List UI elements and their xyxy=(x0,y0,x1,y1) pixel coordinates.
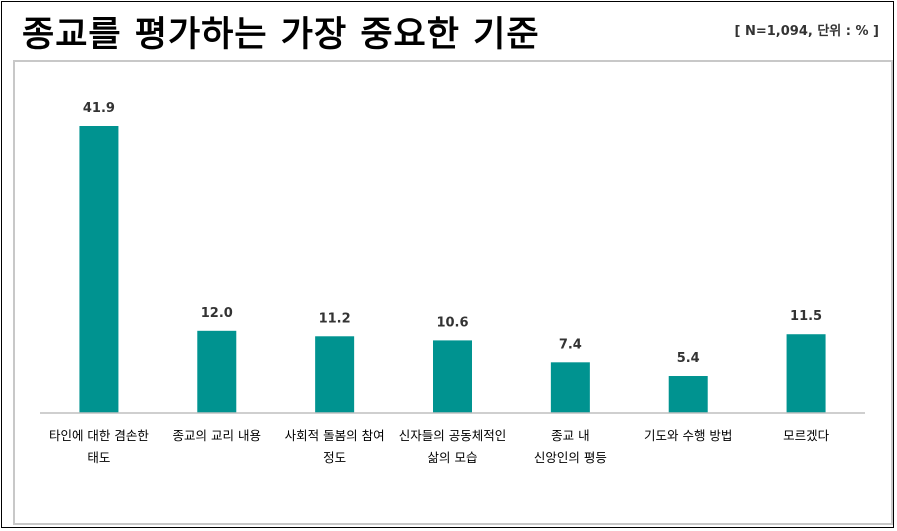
category-label-5-line-2: 신앙인의 평등 xyxy=(534,450,607,465)
category-label-2: 종교의 교리 내용 xyxy=(173,428,261,443)
bar-5 xyxy=(550,362,590,413)
category-label-1-line-2: 태도 xyxy=(87,450,110,465)
data-label-1: 41.9 xyxy=(83,101,115,116)
bar-4 xyxy=(433,340,472,413)
data-label-4: 10.6 xyxy=(436,315,468,330)
data-label-5: 7.4 xyxy=(559,337,582,352)
data-label-3: 11.2 xyxy=(319,311,351,326)
category-label-4-line-2: 삶의 모습 xyxy=(428,450,478,465)
data-label-7: 11.5 xyxy=(790,309,822,324)
category-label-3-line-2: 정도 xyxy=(323,450,346,465)
category-label-7: 모르겠다 xyxy=(783,428,830,443)
category-label-6: 기도와 수행 방법 xyxy=(644,428,732,443)
chart-panel xyxy=(13,60,893,525)
bar-1 xyxy=(79,126,119,413)
category-label-3: 사회적 돌봄의 참여 xyxy=(285,428,385,443)
category-label-1: 타인에 대한 겸손한 xyxy=(49,428,149,443)
page-title: 종교를 평가하는 가장 중요한 기준 xyxy=(22,15,540,55)
data-label-2: 12.0 xyxy=(201,306,233,321)
bar-2 xyxy=(197,330,237,413)
sample-size-note: [ N=1,094, 단위 : % ] xyxy=(734,24,880,39)
bar-7 xyxy=(786,334,826,413)
bar-6 xyxy=(668,376,708,413)
category-label-5: 종교 내 xyxy=(551,428,589,443)
category-label-4: 신자들의 공동체적인 xyxy=(399,428,506,443)
bar-3 xyxy=(315,336,355,413)
data-label-6: 5.4 xyxy=(677,351,700,366)
